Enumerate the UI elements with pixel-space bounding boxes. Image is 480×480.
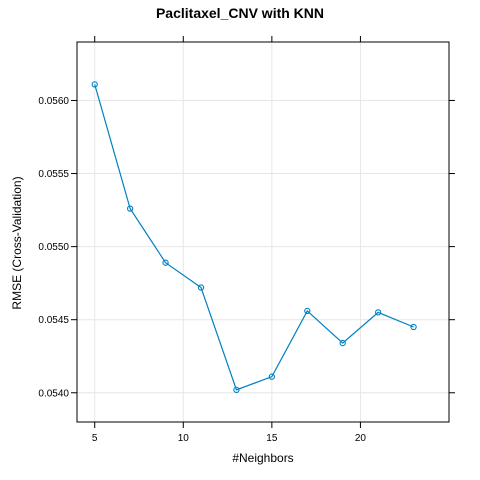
y-tick-label: 0.0545 xyxy=(38,315,69,326)
x-tick-label: 15 xyxy=(266,433,278,444)
series-layer xyxy=(91,81,417,393)
x-axis-label: #Neighbors xyxy=(232,451,293,465)
data-point xyxy=(339,339,346,347)
data-point xyxy=(233,386,240,393)
x-tick-label: 5 xyxy=(92,433,98,444)
data-point xyxy=(126,205,134,212)
data-point xyxy=(91,81,98,88)
chart-title: Paclitaxel_CNV with KNN xyxy=(156,5,324,21)
data-point xyxy=(304,307,311,315)
y-axis-label: RMSE (Cross-Validation) xyxy=(10,176,24,309)
y-tick-label: 0.0540 xyxy=(38,388,69,399)
axis-ticks: 5 10 15 20 0.0540 0.0545 0.0550 0.0555 0.0560 xyxy=(38,36,455,444)
data-point xyxy=(197,284,205,291)
data-point xyxy=(268,373,276,380)
y-tick-label: 0.0560 xyxy=(38,96,69,107)
plot-frame xyxy=(76,41,450,423)
data-point xyxy=(410,323,417,331)
x-tick-label: 10 xyxy=(178,433,190,444)
data-point xyxy=(374,309,382,316)
grid-lines xyxy=(77,42,449,422)
x-tick-label: 20 xyxy=(355,433,367,444)
y-tick-label: 0.0550 xyxy=(38,242,69,253)
y-tick-label: 0.0555 xyxy=(38,169,69,180)
series-line xyxy=(94,84,414,391)
data-point xyxy=(162,259,169,266)
